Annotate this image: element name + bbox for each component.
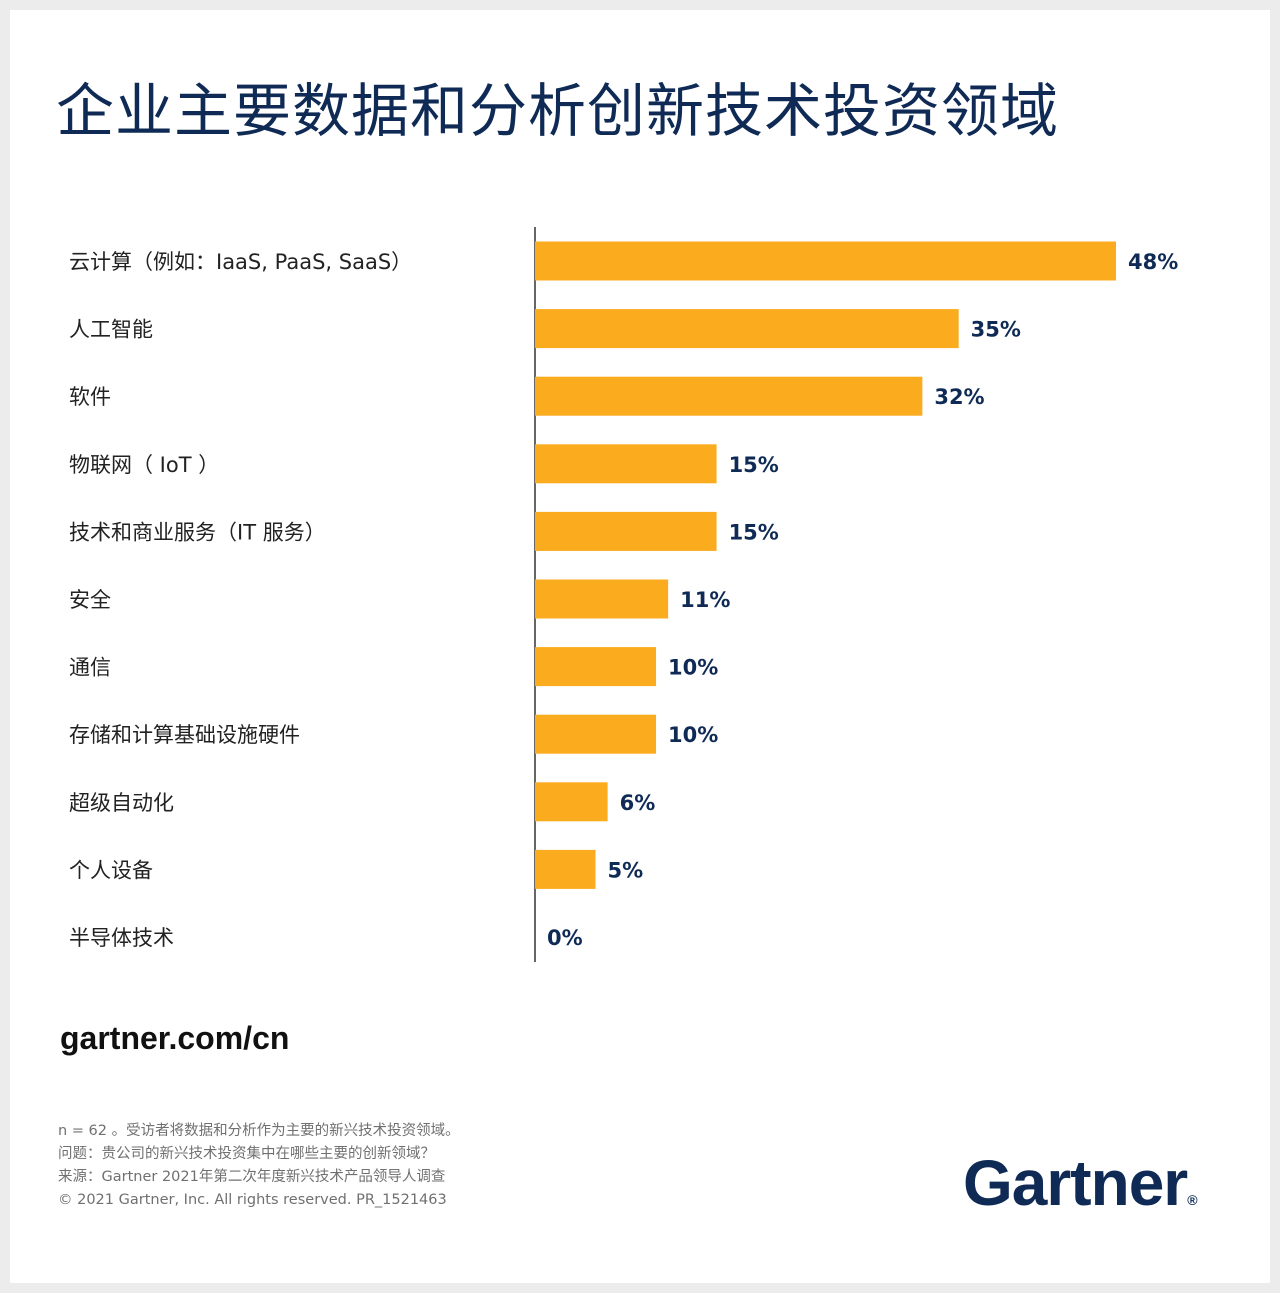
bar (535, 241, 1116, 281)
category-label: 超级自动化 (69, 791, 174, 815)
gartner-logo: Gartner® (963, 1146, 1198, 1220)
bar (535, 309, 959, 349)
infographic-card (10, 10, 1270, 1283)
bar-chart: 云计算（例如：IaaS, PaaS, SaaS） 48% 人工智能 35% 软件 32% 物… (69, 227, 1178, 962)
bar (535, 714, 657, 754)
category-label: 人工智能 (69, 318, 153, 342)
logo-text: Gartner (963, 1147, 1188, 1219)
category-label: 个人设备 (69, 858, 153, 882)
value-label: 0% (547, 926, 583, 950)
bar (535, 849, 596, 889)
value-label: 48% (1128, 250, 1178, 274)
footnote-sample: n = 62 。受访者将数据和分析作为主要的新兴技术投资领域。 (58, 1123, 460, 1139)
value-label: 10% (668, 656, 718, 680)
category-label: 软件 (69, 385, 111, 409)
value-label: 6% (620, 791, 656, 815)
category-label: 云计算（例如：IaaS, PaaS, SaaS） (69, 250, 412, 274)
page-title: 企业主要数据和分析创新技术投资领域 (56, 77, 1060, 145)
value-label: 11% (680, 588, 730, 612)
website-link[interactable]: gartner.com/cn (60, 1020, 290, 1056)
value-label: 15% (729, 453, 779, 477)
category-label: 通信 (69, 656, 111, 680)
footnote-source: 来源：Gartner 2021年第二次年度新兴技术产品领导人调查 (58, 1169, 446, 1185)
bar (535, 647, 657, 687)
bar (535, 579, 669, 619)
category-label: 安全 (69, 588, 111, 612)
value-label: 10% (668, 723, 718, 747)
bar (535, 376, 923, 416)
bar (535, 511, 717, 551)
value-label: 15% (729, 520, 779, 544)
value-label: 35% (971, 318, 1021, 342)
value-label: 32% (934, 385, 984, 409)
logo-registered-mark: ® (1187, 1192, 1198, 1208)
footnote-copyright: © 2021 Gartner, Inc. All rights reserved… (58, 1192, 447, 1208)
category-label: 存储和计算基础设施硬件 (69, 723, 300, 747)
bar (535, 782, 608, 822)
category-label: 技术和商业服务（IT 服务） (69, 520, 326, 544)
bar (535, 444, 717, 484)
footnote-question: 问题：贵公司的新兴技术投资集中在哪些主要的创新领域？ (58, 1146, 435, 1162)
footnotes: n = 62 。受访者将数据和分析作为主要的新兴技术投资领域。 问题：贵公司的新… (58, 1120, 460, 1212)
category-label: 半导体技术 (69, 926, 174, 950)
category-label: 物联网（ IoT ） (69, 453, 219, 477)
value-label: 5% (608, 858, 644, 882)
